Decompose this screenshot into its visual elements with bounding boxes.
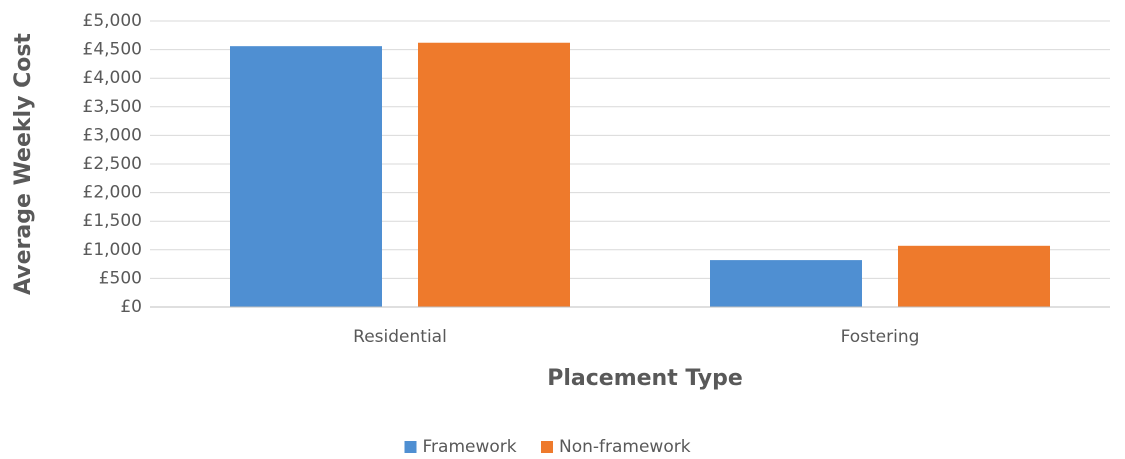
x-tick-label: Residential	[353, 327, 447, 347]
y-tick-label: £2,000	[83, 183, 142, 203]
y-tick-label: £500	[99, 268, 142, 288]
bar	[418, 42, 570, 308]
legend-label: Framework	[423, 437, 517, 457]
bar	[710, 260, 862, 307]
y-tick-label: £4,500	[83, 40, 142, 60]
y-tick-label: £2,500	[83, 154, 142, 174]
y-tick-label: £3,000	[83, 125, 142, 145]
y-tick-label: £1,000	[83, 240, 142, 260]
y-tick-label: £3,500	[83, 97, 142, 117]
legend-swatch	[404, 441, 417, 453]
y-tick-label: £1,500	[83, 211, 142, 231]
y-tick-label: £0	[120, 297, 142, 317]
legend-label: Non-framework	[559, 437, 691, 457]
x-tick-label: Fostering	[841, 327, 920, 347]
bar	[230, 46, 382, 307]
x-axis-title: Placement Type	[547, 366, 743, 391]
y-axis-title: Average Weekly Cost	[11, 33, 36, 295]
y-tick-label: £4,000	[83, 68, 142, 88]
legend-swatch	[541, 441, 553, 453]
y-tick-label: £5,000	[83, 11, 142, 31]
bar	[898, 245, 1050, 307]
